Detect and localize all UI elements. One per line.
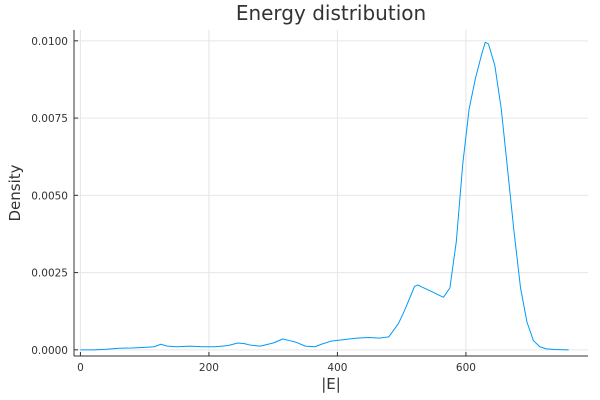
- y-axis-label: Density: [6, 164, 24, 221]
- y-tick-label: 0.0025: [31, 268, 68, 280]
- x-axis-label: |E|: [321, 375, 341, 393]
- grid: [74, 30, 588, 356]
- series: [80, 41, 569, 351]
- chart-title: Energy distribution: [236, 1, 426, 25]
- y-tick-label: 0.0100: [31, 36, 68, 48]
- x-tick-label: 400: [327, 362, 347, 374]
- series-line-0: [80, 41, 569, 351]
- x-tick-label: 600: [456, 362, 476, 374]
- x-tick-label: 200: [199, 362, 219, 374]
- y-tick-label: 0.0050: [31, 190, 68, 202]
- axes: [73, 30, 588, 357]
- y-tick-label: 0.0000: [31, 345, 68, 357]
- y-ticks: 0.0000 0.0025 0.0050 0.0075 0.0100: [31, 36, 78, 357]
- y-tick-label: 0.0075: [31, 113, 68, 125]
- x-ticks: 0 200 400 600: [77, 352, 476, 374]
- x-tick-label: 0: [77, 362, 84, 374]
